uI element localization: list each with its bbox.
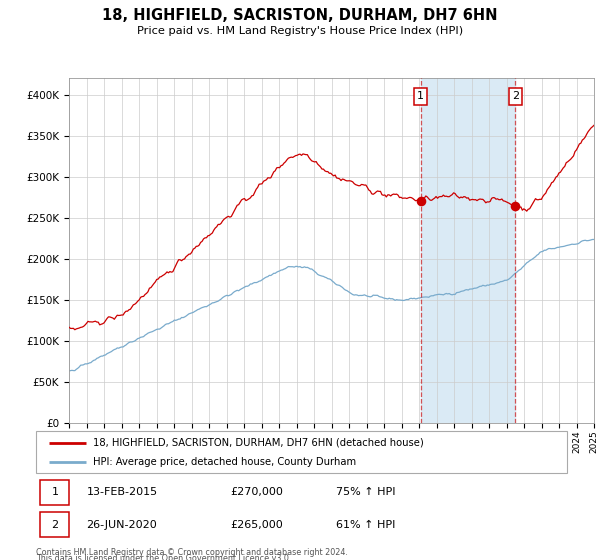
FancyBboxPatch shape [36, 431, 567, 473]
Text: This data is licensed under the Open Government Licence v3.0.: This data is licensed under the Open Gov… [36, 554, 292, 560]
Text: 18, HIGHFIELD, SACRISTON, DURHAM, DH7 6HN (detached house): 18, HIGHFIELD, SACRISTON, DURHAM, DH7 6H… [94, 437, 424, 447]
Text: 18, HIGHFIELD, SACRISTON, DURHAM, DH7 6HN: 18, HIGHFIELD, SACRISTON, DURHAM, DH7 6H… [102, 8, 498, 24]
FancyBboxPatch shape [40, 512, 70, 537]
Text: Contains HM Land Registry data © Crown copyright and database right 2024.: Contains HM Land Registry data © Crown c… [36, 548, 348, 557]
FancyBboxPatch shape [40, 480, 70, 505]
Text: Price paid vs. HM Land Registry's House Price Index (HPI): Price paid vs. HM Land Registry's House … [137, 26, 463, 36]
Text: 1: 1 [52, 487, 58, 497]
Text: £265,000: £265,000 [230, 520, 283, 530]
Text: 1: 1 [417, 91, 424, 101]
Bar [421, 78, 515, 423]
Point [416, 197, 425, 206]
Text: 26-JUN-2020: 26-JUN-2020 [86, 520, 157, 530]
Text: £270,000: £270,000 [230, 487, 283, 497]
Text: 13-FEB-2015: 13-FEB-2015 [86, 487, 158, 497]
Text: 2: 2 [51, 520, 58, 530]
Text: 75% ↑ HPI: 75% ↑ HPI [336, 487, 395, 497]
Text: 2: 2 [512, 91, 519, 101]
Text: 61% ↑ HPI: 61% ↑ HPI [336, 520, 395, 530]
Point [511, 201, 520, 210]
Text: HPI: Average price, detached house, County Durham: HPI: Average price, detached house, Coun… [94, 457, 356, 467]
